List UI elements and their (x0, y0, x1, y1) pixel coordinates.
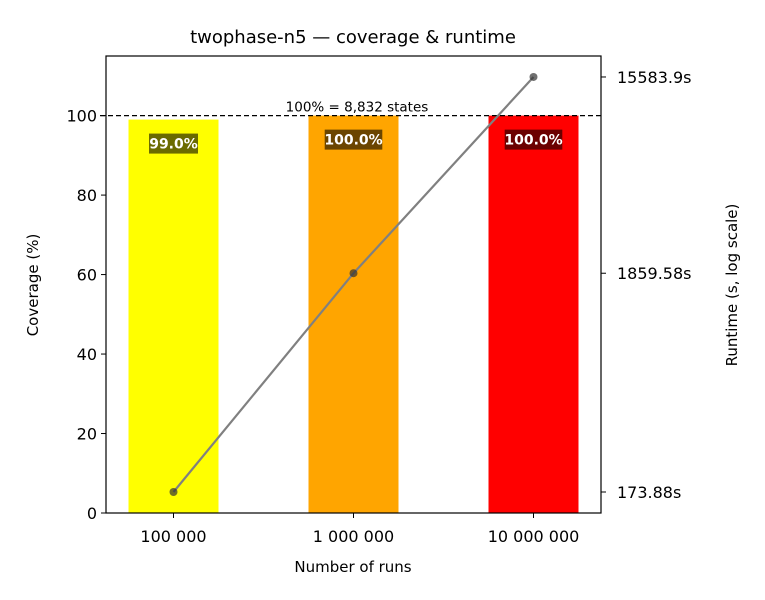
x-tick-label: 10 000 000 (488, 527, 580, 546)
runtime-point (349, 269, 358, 278)
runtime-point (529, 72, 538, 81)
bar-label-box (149, 133, 198, 154)
y-tick-label: 80 (77, 186, 97, 205)
y-tick-label: 100 (66, 107, 97, 126)
y-axis-label: Coverage (%) (24, 234, 42, 337)
y-tick-label: 60 (77, 266, 97, 285)
coverage-bar (308, 115, 399, 513)
coverage-bar (128, 119, 219, 513)
chart-title: twophase-n5 — coverage & runtime (190, 27, 516, 48)
runtime-point (169, 487, 178, 496)
y2-tick-label: 173.88s (617, 483, 681, 502)
reference-line-label: 100% = 8,832 states (286, 100, 429, 116)
y2-tick-label: 15583.9s (617, 68, 692, 87)
bar-data-label: 99.0% (149, 137, 198, 153)
bar-data-label: 100.0% (324, 133, 382, 149)
x-tick-label: 100 000 (140, 527, 206, 546)
bar-label-box (324, 129, 383, 150)
bar-data-label: 100.0% (504, 133, 562, 149)
y2-tick-label: 1859.58s (617, 264, 692, 283)
bar-label-box (504, 129, 563, 150)
coverage-bar (488, 115, 579, 513)
y-tick-label: 20 (77, 425, 97, 444)
y-tick-label: 0 (87, 504, 97, 523)
x-tick-label: 1 000 000 (313, 527, 394, 546)
x-axis-label: Number of runs (294, 558, 411, 576)
y-tick-label: 40 (77, 345, 97, 364)
y2-axis-label: Runtime (s, log scale) (723, 204, 741, 367)
